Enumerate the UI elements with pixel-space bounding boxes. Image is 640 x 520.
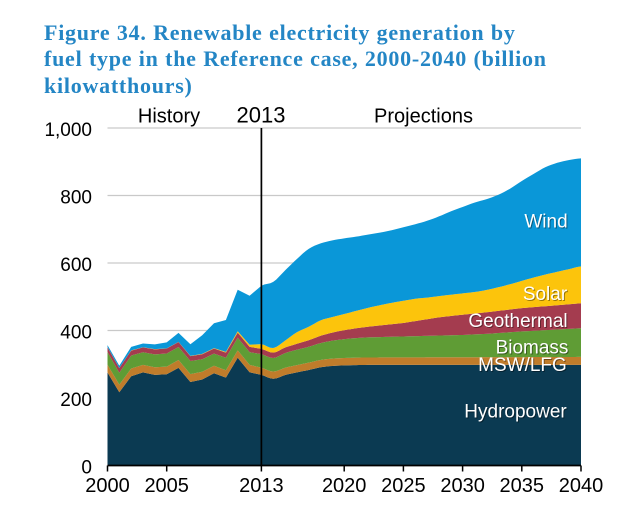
svg-text:2005: 2005 xyxy=(144,475,189,497)
svg-text:Projections: Projections xyxy=(374,106,473,128)
svg-text:600: 600 xyxy=(60,255,92,276)
svg-text:800: 800 xyxy=(60,188,92,209)
svg-text:2025: 2025 xyxy=(381,475,426,497)
svg-text:0: 0 xyxy=(81,458,92,479)
svg-text:MSW/LFG: MSW/LFG xyxy=(478,355,567,376)
svg-text:2040: 2040 xyxy=(559,475,604,497)
svg-text:2020: 2020 xyxy=(322,475,367,497)
svg-text:2013: 2013 xyxy=(239,475,284,497)
svg-text:Geothermal: Geothermal xyxy=(468,311,567,332)
svg-text:Wind: Wind xyxy=(524,212,567,233)
svg-text:Biomass: Biomass xyxy=(496,338,569,359)
svg-text:1,000: 1,000 xyxy=(44,120,92,141)
svg-text:2013: 2013 xyxy=(237,103,286,128)
svg-text:2035: 2035 xyxy=(500,475,545,497)
svg-text:2030: 2030 xyxy=(440,475,485,497)
svg-text:Hydropower: Hydropower xyxy=(464,402,567,423)
svg-text:Solar: Solar xyxy=(523,284,568,305)
svg-text:400: 400 xyxy=(60,323,92,344)
svg-text:2000: 2000 xyxy=(85,475,130,497)
svg-text:200: 200 xyxy=(60,390,92,411)
svg-text:History: History xyxy=(138,106,200,128)
